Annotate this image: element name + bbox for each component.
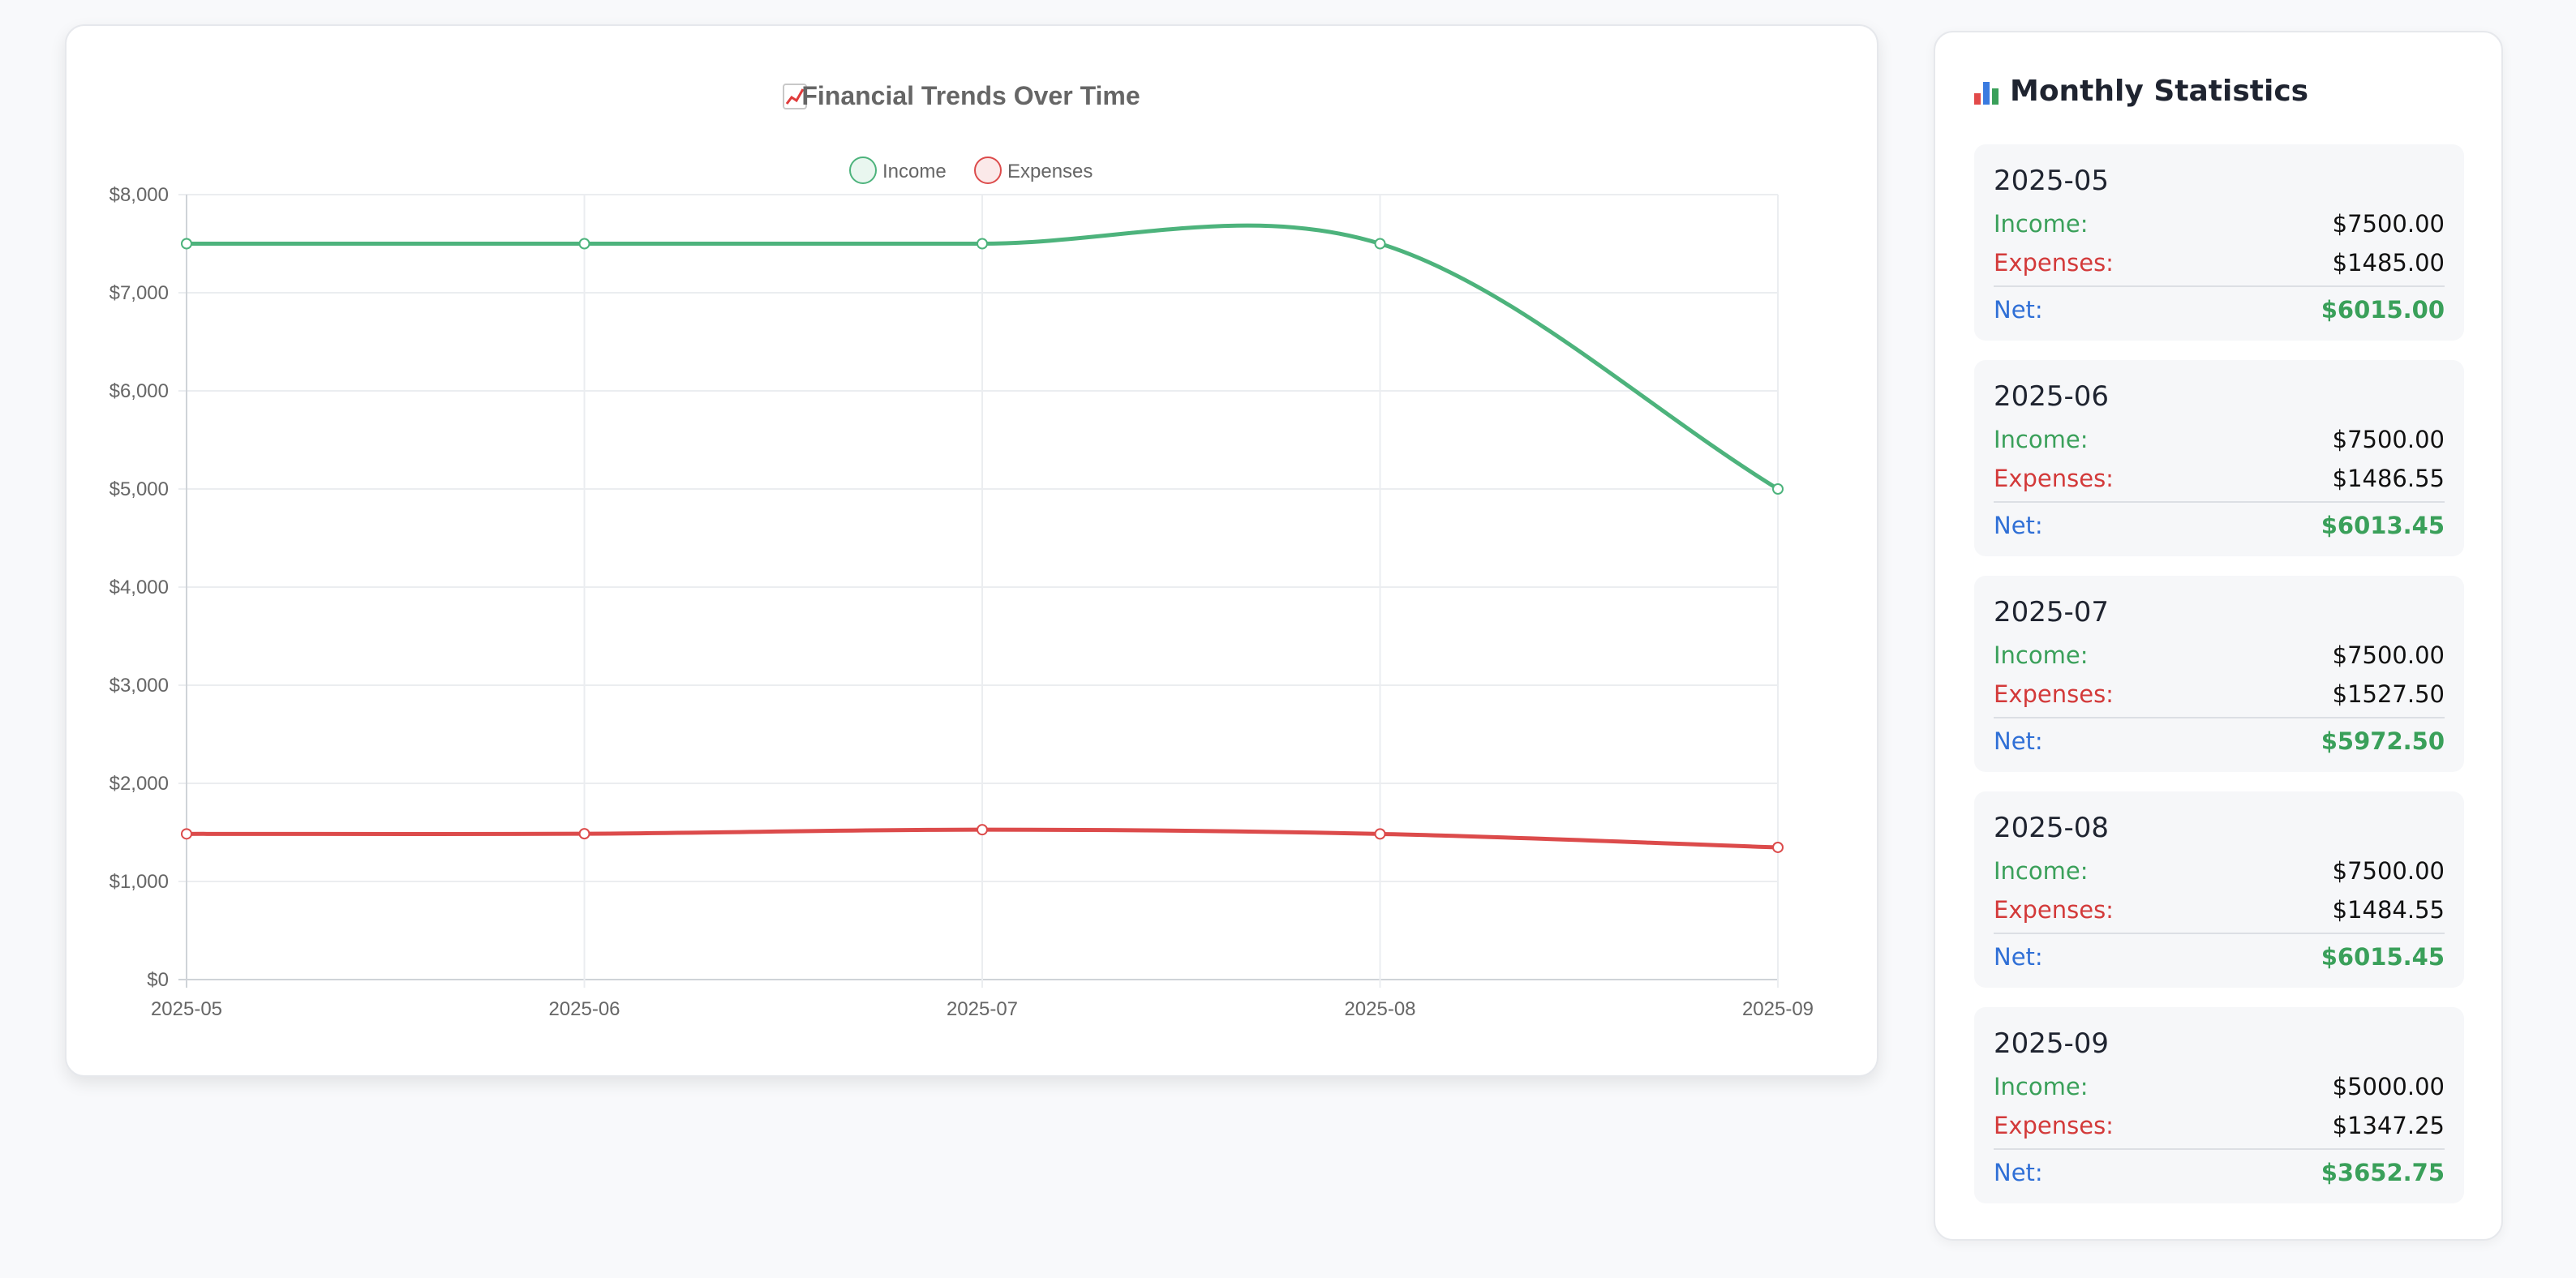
y-axis: $0 $1,000 $2,000 $3,000 $4,000 $5,000 $6,000 $7… xyxy=(109,184,169,991)
y-tick-label: $4,000 xyxy=(109,577,169,598)
x-tick-label: 2025-05 xyxy=(151,998,222,1020)
x-tick-label: 2025-07 xyxy=(947,998,1018,1020)
net-label: Net: xyxy=(1994,512,2043,539)
month-block-2025-07: 2025-07 Income: $7500.00 Expenses: $1527… xyxy=(1974,576,2464,772)
net-row: Net: $6015.00 xyxy=(1994,285,2445,332)
expenses-value: $1485.00 xyxy=(2332,249,2445,277)
expenses-label: Expenses: xyxy=(1994,1112,2114,1139)
income-label: Income: xyxy=(1994,1073,2089,1100)
expenses-label: Expenses: xyxy=(1994,896,2114,924)
monthly-statistics-panel: Monthly Statistics 2025-05 Income: $7500… xyxy=(1934,31,2503,1241)
month-block-2025-05: 2025-05 Income: $7500.00 Expenses: $1485… xyxy=(1974,144,2464,341)
net-row: Net: $5972.50 xyxy=(1994,717,2445,764)
expenses-row: Expenses: $1527.50 xyxy=(1994,675,2445,714)
net-value: $6013.45 xyxy=(2321,512,2445,539)
net-value: $3652.75 xyxy=(2321,1159,2445,1186)
x-axis: 2025-05 2025-06 2025-07 2025-08 2025-09 xyxy=(151,998,1814,1020)
net-label: Net: xyxy=(1994,1159,2043,1186)
line-chart: Financial Trends Over Time Income Expens… xyxy=(109,81,1814,1020)
month-label: 2025-08 xyxy=(1994,812,2110,844)
month-label: 2025-05 xyxy=(1994,165,2110,197)
income-point xyxy=(1374,238,1386,250)
net-value: $6015.45 xyxy=(2321,943,2445,971)
legend-income[interactable]: Income xyxy=(849,157,947,184)
net-label: Net: xyxy=(1994,296,2043,324)
y-tick-label: $1,000 xyxy=(109,871,169,893)
net-label: Net: xyxy=(1994,727,2043,755)
income-row: Income: $7500.00 xyxy=(1994,636,2445,675)
month-label: 2025-09 xyxy=(1994,1027,2110,1060)
stats-title-text: Monthly Statistics xyxy=(2010,75,2309,108)
expenses-point xyxy=(181,828,192,840)
income-row: Income: $7500.00 xyxy=(1994,851,2445,890)
y-tick-label: $8,000 xyxy=(109,184,169,206)
net-row: Net: $3652.75 xyxy=(1994,1148,2445,1195)
month-label: 2025-06 xyxy=(1994,380,2110,413)
income-value: $7500.00 xyxy=(2332,210,2445,238)
expenses-point xyxy=(578,828,590,840)
month-block-2025-09: 2025-09 Income: $5000.00 Expenses: $1347… xyxy=(1974,1007,2464,1203)
expenses-label: Expenses: xyxy=(1994,680,2114,708)
income-label: Income: xyxy=(1994,857,2089,885)
income-label: Income: xyxy=(1994,210,2089,238)
expenses-row: Expenses: $1347.25 xyxy=(1994,1106,2445,1145)
y-tick-label: $7,000 xyxy=(109,282,169,304)
bar-chart-icon xyxy=(1974,79,2000,105)
chart-increasing-icon xyxy=(783,84,807,109)
net-label: Net: xyxy=(1994,943,2043,971)
net-row: Net: $6015.45 xyxy=(1994,933,2445,980)
stats-title: Monthly Statistics xyxy=(1974,75,2308,108)
expenses-row: Expenses: $1484.55 xyxy=(1994,890,2445,929)
chart-title: Financial Trends Over Time xyxy=(801,81,1140,110)
expenses-point xyxy=(977,824,988,836)
income-row: Income: $5000.00 xyxy=(1994,1067,2445,1106)
expenses-value: $1486.55 xyxy=(2332,465,2445,492)
expenses-point xyxy=(1772,841,1784,853)
expenses-row: Expenses: $1486.55 xyxy=(1994,459,2445,498)
chart-card: Financial Trends Over Time Income Expens… xyxy=(65,24,1878,1077)
income-row: Income: $7500.00 xyxy=(1994,420,2445,459)
y-tick-label: $6,000 xyxy=(109,380,169,402)
x-tick-label: 2025-06 xyxy=(548,998,620,1020)
income-value: $7500.00 xyxy=(2332,426,2445,453)
chart-grid xyxy=(178,194,1779,988)
y-tick-label: $5,000 xyxy=(109,478,169,500)
income-value: $5000.00 xyxy=(2332,1073,2445,1100)
legend-expenses-label: Expenses xyxy=(1007,161,1093,182)
expenses-label: Expenses: xyxy=(1994,465,2114,492)
net-row: Net: $6013.45 xyxy=(1994,501,2445,548)
income-value: $7500.00 xyxy=(2332,857,2445,885)
month-block-2025-06: 2025-06 Income: $7500.00 Expenses: $1486… xyxy=(1974,360,2464,556)
net-value: $6015.00 xyxy=(2321,296,2445,324)
income-point xyxy=(181,238,192,250)
expenses-value: $1527.50 xyxy=(2332,680,2445,708)
month-label: 2025-07 xyxy=(1994,596,2110,628)
expenses-label: Expenses: xyxy=(1994,249,2114,277)
expenses-value: $1347.25 xyxy=(2332,1112,2445,1139)
income-point xyxy=(578,238,590,250)
x-tick-label: 2025-08 xyxy=(1344,998,1415,1020)
expenses-value: $1484.55 xyxy=(2332,896,2445,924)
y-tick-label: $3,000 xyxy=(109,675,169,697)
income-value: $7500.00 xyxy=(2332,641,2445,669)
chart-series xyxy=(181,223,1784,853)
y-tick-label: $0 xyxy=(147,969,169,991)
month-block-2025-08: 2025-08 Income: $7500.00 Expenses: $1484… xyxy=(1974,791,2464,988)
legend-expenses[interactable]: Expenses xyxy=(974,157,1093,184)
expenses-row: Expenses: $1485.00 xyxy=(1994,243,2445,282)
income-label: Income: xyxy=(1994,641,2089,669)
net-value: $5972.50 xyxy=(2321,727,2445,755)
income-point xyxy=(977,238,988,250)
income-row: Income: $7500.00 xyxy=(1994,204,2445,243)
legend-income-label: Income xyxy=(882,161,947,182)
income-point xyxy=(1772,483,1784,495)
expenses-point xyxy=(1374,828,1386,840)
income-label: Income: xyxy=(1994,426,2089,453)
y-tick-label: $2,000 xyxy=(109,773,169,795)
x-tick-label: 2025-09 xyxy=(1742,998,1814,1020)
